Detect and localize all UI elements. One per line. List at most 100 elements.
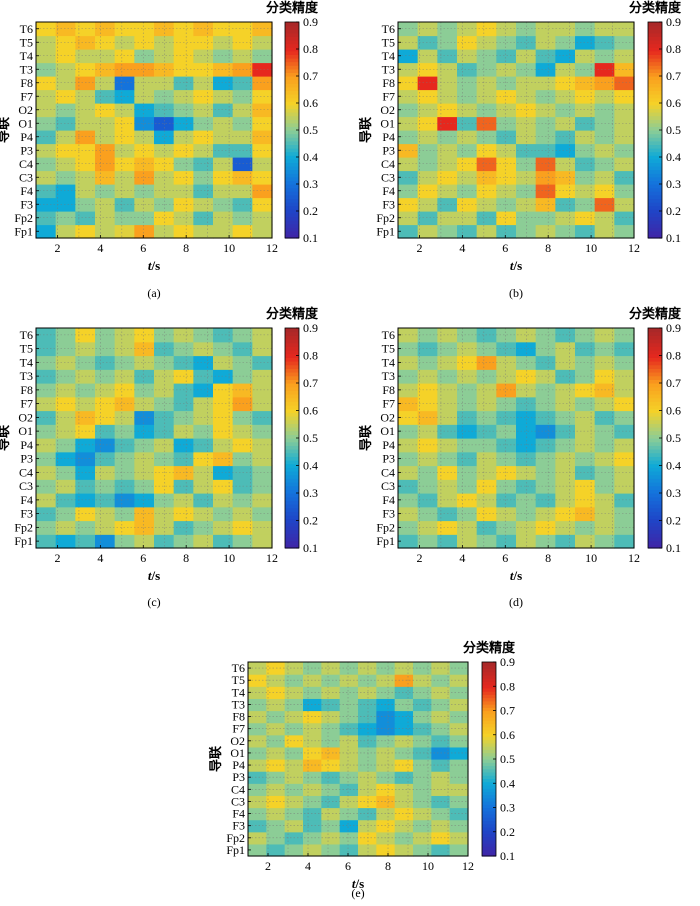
heatmap-cell xyxy=(154,211,175,226)
heatmap-cell xyxy=(437,116,458,131)
x-tick-label: 4 xyxy=(97,241,103,255)
x-axis-label: t/s xyxy=(510,258,522,273)
heatmap-cell xyxy=(213,211,234,226)
colorbar-swatch xyxy=(285,220,299,225)
y-tick-label: T6 xyxy=(20,328,33,342)
heatmap-cell xyxy=(398,224,419,239)
heatmap-cell xyxy=(457,49,478,64)
heatmap-cell xyxy=(417,157,438,172)
colorbar-swatch xyxy=(482,778,496,783)
colorbar-swatch xyxy=(482,817,496,822)
colorbar-swatch xyxy=(648,471,662,476)
colorbar-swatch xyxy=(648,65,662,70)
heatmap-cell xyxy=(555,224,576,239)
heatmap-cell xyxy=(555,49,576,64)
heatmap-cell xyxy=(266,746,286,760)
x-tick-label: 12 xyxy=(266,551,278,565)
colorbar-swatch xyxy=(648,202,662,207)
heatmap-cell xyxy=(555,369,576,384)
heatmap-cell xyxy=(575,424,596,439)
heatmap-cell xyxy=(266,759,286,772)
heatmap-cell xyxy=(213,424,234,439)
heatmap-cell xyxy=(266,674,286,687)
heatmap-cell xyxy=(36,369,57,384)
heatmap-cell xyxy=(398,62,419,77)
colorbar-swatch xyxy=(285,32,299,37)
heatmap-cell xyxy=(457,355,478,370)
heatmap-cell xyxy=(496,157,517,172)
heatmap-cell xyxy=(266,710,286,724)
heatmap-cell xyxy=(248,674,267,687)
colorbar-swatch xyxy=(482,707,496,712)
heatmap-cell xyxy=(614,116,635,131)
heatmap-cell xyxy=(417,396,438,412)
colorbar-tick-label: 0.6 xyxy=(303,96,318,110)
colorbar-swatch xyxy=(648,104,662,109)
heatmap-cell xyxy=(476,89,497,104)
colorbar-tick-label: 0.8 xyxy=(303,42,318,56)
colorbar-swatch xyxy=(648,412,662,417)
colorbar-tick-label: 0.4 xyxy=(303,459,318,473)
colorbar-swatch xyxy=(648,220,662,225)
heatmap-cell xyxy=(95,143,116,158)
heatmap-cell xyxy=(555,116,576,131)
colorbar-swatch xyxy=(482,823,496,828)
colorbar-swatch xyxy=(648,456,662,461)
heatmap-cell xyxy=(575,383,596,398)
heatmap-cell xyxy=(496,465,517,480)
heatmap-cell xyxy=(555,35,576,50)
heatmap-cell xyxy=(457,465,478,480)
y-tick-label: Fp1 xyxy=(14,224,33,238)
y-tick-label: T3 xyxy=(20,62,33,76)
colorbar-swatch xyxy=(285,230,299,235)
colorbar-swatch xyxy=(482,830,496,834)
heatmap-cell xyxy=(398,143,419,158)
colorbar-swatch xyxy=(648,234,662,239)
colorbar-swatch xyxy=(482,726,496,731)
heatmap-cell xyxy=(95,438,116,453)
heatmap-cell xyxy=(36,116,57,131)
heatmap-cell xyxy=(575,479,596,494)
colorbar-swatch xyxy=(648,401,662,406)
heatmap-cell xyxy=(555,328,576,343)
heatmap-cell xyxy=(457,534,478,549)
y-tick-label: O1 xyxy=(18,424,33,438)
heatmap-cell xyxy=(95,35,116,50)
heatmap-cell xyxy=(339,831,359,845)
colorbar-tick-label: 0.5 xyxy=(500,752,515,766)
heatmap-cell xyxy=(321,783,341,796)
heatmap-cell xyxy=(594,224,615,239)
heatmap-cell xyxy=(134,451,155,467)
panel-label: (d) xyxy=(509,595,523,609)
colorbar-swatch xyxy=(648,463,662,468)
colorbar-swatch xyxy=(482,704,496,708)
heatmap-cell xyxy=(134,170,155,185)
grid-lines xyxy=(398,328,634,548)
y-tick-label: Fp2 xyxy=(14,520,33,534)
heatmap-cell xyxy=(614,369,635,384)
colorbar-tick-label: 0.9 xyxy=(303,15,318,29)
heatmap-cell xyxy=(266,843,286,857)
colorbar-swatch xyxy=(648,537,662,542)
colorbar-swatch xyxy=(648,504,662,509)
heatmap-cell xyxy=(575,89,596,104)
heatmap-cell xyxy=(114,62,135,77)
heatmap-cell xyxy=(339,771,359,784)
colorbar-swatch xyxy=(285,416,299,421)
heatmap-cell xyxy=(394,783,414,796)
colorbar-swatch xyxy=(648,144,662,149)
heatmap-cell xyxy=(398,410,419,425)
heatmap-cell xyxy=(55,143,76,158)
heatmap-cell xyxy=(417,22,438,37)
colorbar-swatch xyxy=(648,94,662,99)
heatmap-cell xyxy=(496,396,517,412)
heatmap-cell xyxy=(95,157,116,172)
heatmap-cell xyxy=(555,62,576,77)
heatmap-cell xyxy=(394,662,414,675)
colorbar-swatch xyxy=(482,700,496,705)
colorbar-title: 分类精度 xyxy=(629,0,682,16)
y-tick-label: T3 xyxy=(20,369,33,383)
colorbar-swatch xyxy=(285,40,299,45)
